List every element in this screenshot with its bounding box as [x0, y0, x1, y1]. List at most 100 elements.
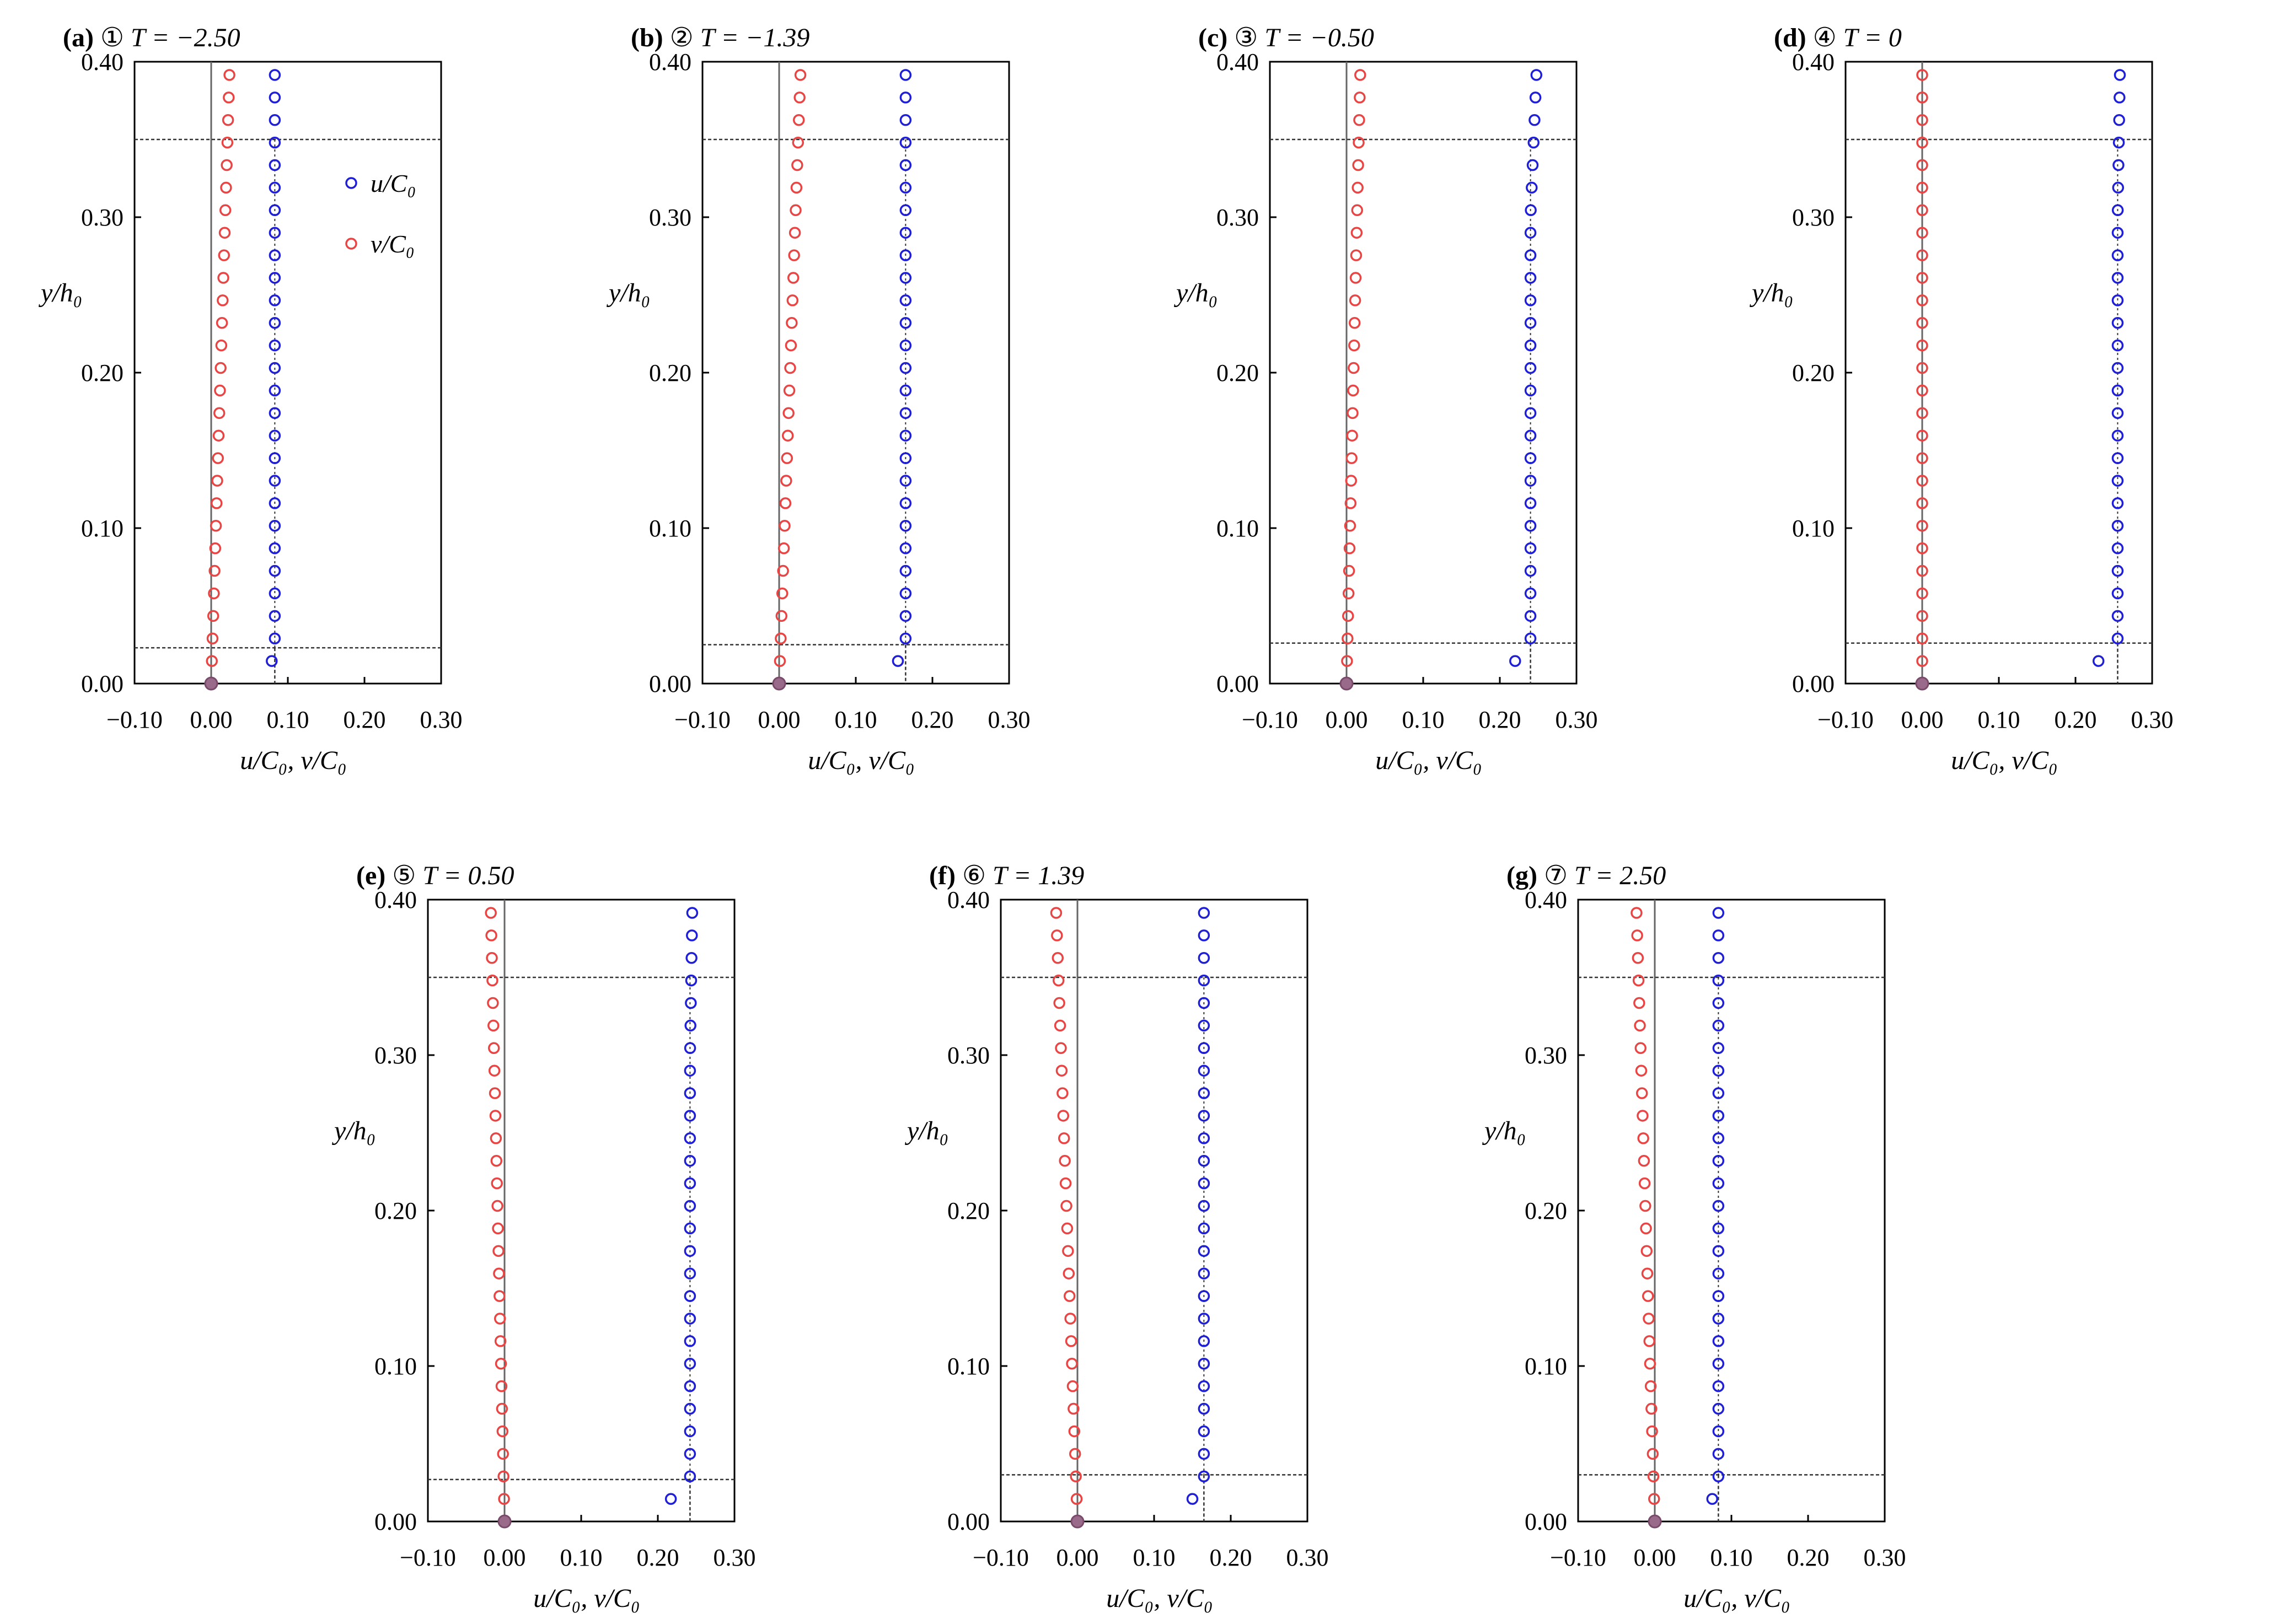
u-marker	[1524, 249, 1537, 261]
v-marker	[1916, 227, 1928, 239]
u-marker	[684, 1019, 696, 1032]
u-marker	[1524, 564, 1537, 577]
u-marker	[1530, 69, 1543, 81]
origin-marker	[1339, 676, 1354, 691]
x-tick-label: −0.10	[1550, 1544, 1606, 1571]
u-marker	[269, 227, 281, 239]
v-marker	[1916, 542, 1928, 555]
plot-frame	[1844, 61, 2153, 685]
u-marker	[684, 1290, 696, 1302]
u-marker	[1198, 1042, 1210, 1055]
v-marker	[216, 317, 228, 329]
v-marker	[1916, 475, 1928, 487]
u-marker	[1524, 542, 1537, 555]
u-marker	[1198, 1335, 1210, 1347]
v-marker	[489, 1110, 502, 1122]
y-tick-label: 0.20	[1792, 359, 1835, 386]
y-tick-label: 0.10	[81, 515, 124, 542]
y-axis-label: y/h₀	[1482, 1116, 1526, 1146]
panel-title: (f) ⑥ T = 1.39	[929, 861, 1084, 890]
x-tick-label: 0.20	[2055, 706, 2097, 733]
x-tick-label: 0.30	[1864, 1544, 1906, 1571]
y-tick-label: 0.30	[649, 204, 691, 231]
v-marker	[1644, 1358, 1656, 1370]
v-marker	[1916, 384, 1928, 397]
u-marker	[1712, 1313, 1725, 1325]
u-marker	[899, 204, 912, 217]
u-marker	[684, 1177, 696, 1190]
u-marker	[1712, 1087, 1725, 1099]
u-marker	[1198, 1110, 1210, 1122]
x-tick-label: 0.00	[758, 706, 801, 733]
v-marker	[207, 610, 219, 622]
v-marker	[792, 114, 805, 126]
u-marker	[2111, 542, 2124, 555]
x-tick-label: 0.20	[637, 1544, 679, 1571]
x-tick-label: 0.30	[714, 1544, 756, 1571]
v-marker	[217, 294, 229, 306]
v-marker	[1350, 249, 1363, 261]
u-marker	[1524, 227, 1537, 239]
u-marker	[899, 610, 912, 622]
u-marker	[2111, 587, 2124, 600]
u-marker	[1524, 520, 1537, 532]
v-marker	[487, 1019, 500, 1032]
v-marker	[1916, 497, 1928, 509]
v-marker	[791, 159, 803, 171]
y-tick-label: 0.20	[81, 359, 124, 386]
x-tick-label: 0.10	[1978, 706, 2020, 733]
u-marker	[1712, 1335, 1725, 1347]
u-marker	[1524, 452, 1537, 464]
v-marker	[792, 136, 805, 149]
v-marker	[496, 1425, 509, 1438]
u-marker	[1528, 114, 1541, 126]
x-tick-label: 0.20	[1787, 1544, 1830, 1571]
y-tick-label: 0.30	[81, 204, 124, 231]
x-tick-label: −0.10	[1242, 706, 1298, 733]
v-marker	[492, 1245, 505, 1257]
u-marker	[1198, 1155, 1210, 1167]
v-marker	[221, 136, 234, 149]
u-marker	[899, 384, 912, 397]
u-marker	[1524, 429, 1537, 442]
v-marker	[1053, 997, 1065, 1009]
v-marker	[211, 497, 223, 509]
u-marker	[1712, 907, 1725, 919]
v-marker	[1632, 952, 1644, 964]
v-marker	[779, 497, 792, 509]
u-marker	[1198, 1019, 1210, 1032]
u-marker	[684, 1042, 696, 1055]
u-marker	[269, 181, 281, 194]
v-marker	[1069, 1448, 1081, 1460]
u-marker	[1712, 1132, 1725, 1144]
y-tick-label: 0.40	[1792, 49, 1835, 76]
x-tick-label: 0.00	[1056, 1544, 1099, 1571]
u-marker	[1198, 907, 1210, 919]
v-marker	[485, 907, 497, 919]
u-marker	[269, 632, 281, 644]
x-tick-label: 0.00	[1326, 706, 1368, 733]
u-marker	[1198, 1380, 1210, 1392]
v-marker	[209, 542, 222, 555]
u-marker	[1712, 997, 1725, 1009]
v-marker	[1646, 1425, 1658, 1438]
v-marker	[1070, 1470, 1082, 1482]
v-marker	[1916, 362, 1928, 374]
v-marker	[1059, 1177, 1072, 1190]
v-marker	[1916, 655, 1928, 667]
y-tick-label: 0.30	[947, 1042, 990, 1069]
u-marker	[1712, 1019, 1725, 1032]
u-marker	[1712, 1064, 1725, 1077]
legend-v-label: v/C₀	[371, 230, 415, 258]
u-marker	[1198, 1470, 1210, 1482]
y-tick-label: 0.30	[1792, 204, 1835, 231]
u-marker	[1712, 929, 1725, 942]
u-marker	[2111, 475, 2124, 487]
u-marker	[899, 362, 912, 374]
origin-marker	[1915, 676, 1929, 691]
v-marker	[788, 249, 800, 261]
u-marker	[899, 564, 912, 577]
v-marker	[781, 452, 793, 464]
v-marker	[223, 92, 235, 104]
legend-u-label: u/C₀	[371, 169, 416, 197]
